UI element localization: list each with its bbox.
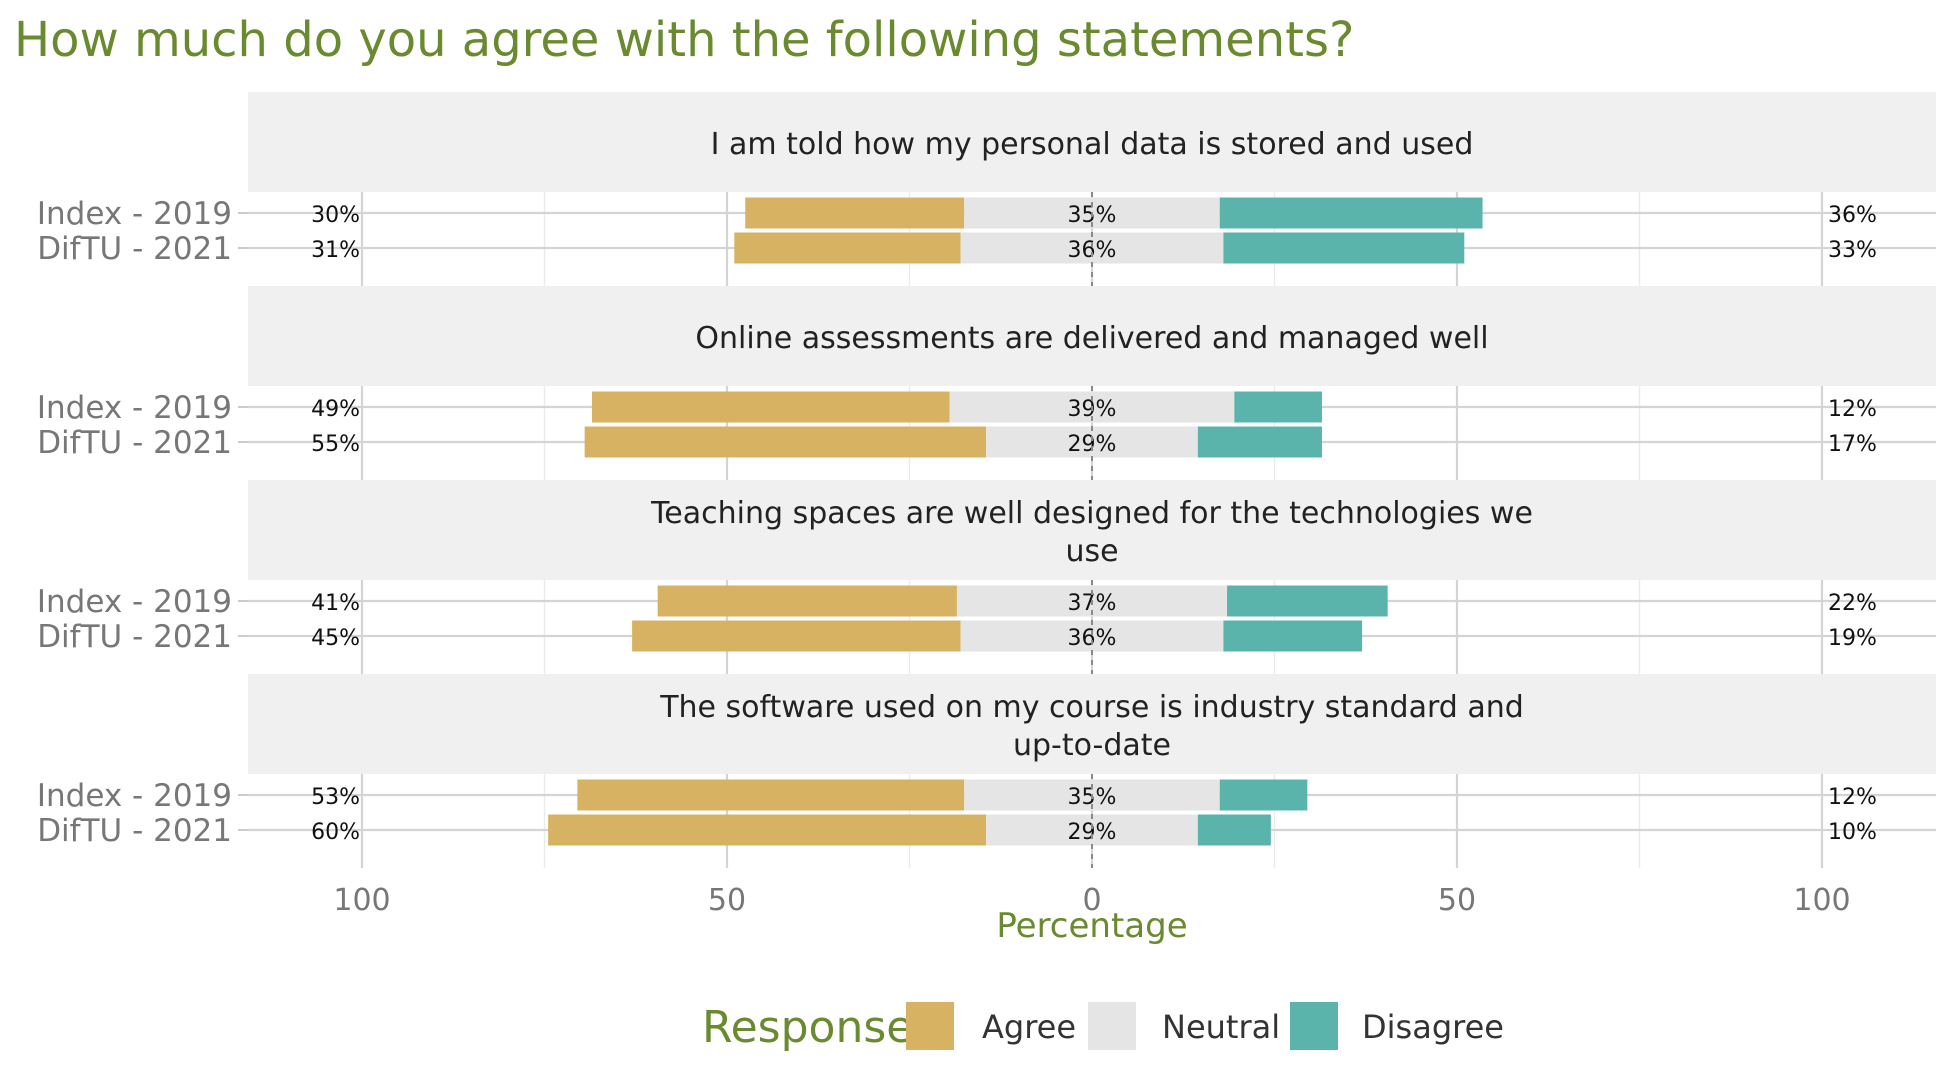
label-disagree: 17% — [1828, 432, 1877, 457]
bar-agree — [577, 779, 965, 811]
label-disagree: 10% — [1828, 820, 1877, 845]
facet-statement: up-to-date — [1013, 728, 1171, 763]
bar-agree — [591, 391, 950, 423]
bar-disagree — [1227, 585, 1388, 617]
bar-agree — [632, 620, 961, 652]
label-agree: 49% — [311, 397, 360, 422]
label-neutral: 36% — [1068, 238, 1117, 263]
bar-agree — [584, 426, 987, 458]
legend-key-agree — [906, 1002, 954, 1050]
bar-disagree — [1223, 620, 1363, 652]
facet-strip — [248, 480, 1936, 580]
facet-3: Teaching spaces are well designed for th… — [37, 480, 1936, 674]
bar-neutral — [960, 232, 1224, 264]
row-label: Index - 2019 — [37, 196, 232, 232]
facet-strip — [248, 286, 1936, 386]
facet-strip — [248, 92, 1936, 192]
x-tick-label: 100 — [1793, 883, 1850, 918]
row-label: Index - 2019 — [37, 390, 232, 426]
bar-disagree — [1197, 814, 1271, 846]
facet-statement: use — [1065, 534, 1118, 569]
x-axis: 100 50 0 50 100 — [333, 883, 1850, 918]
row-label: Index - 2019 — [37, 584, 232, 620]
facets: I am told how my personal data is stored… — [37, 92, 1936, 868]
x-tick-label: 50 — [708, 883, 746, 918]
x-tick-label: 0 — [1082, 883, 1101, 918]
label-agree: 31% — [311, 238, 360, 263]
row-label: DifTU - 2021 — [37, 231, 232, 267]
row-label: Index - 2019 — [37, 778, 232, 814]
label-agree: 53% — [311, 785, 360, 810]
row-label: DifTU - 2021 — [37, 425, 232, 461]
bar-agree — [734, 232, 961, 264]
facet-strip — [248, 674, 1936, 774]
chart-title: How much do you agree with the following… — [14, 12, 1354, 68]
label-agree: 45% — [311, 626, 360, 651]
legend-key-neutral — [1088, 1002, 1136, 1050]
x-tick-label: 50 — [1438, 883, 1476, 918]
bar-agree — [657, 585, 957, 617]
legend-label-neutral: Neutral — [1162, 1008, 1280, 1046]
label-neutral: 36% — [1068, 626, 1117, 651]
bar-disagree — [1223, 232, 1465, 264]
label-disagree: 22% — [1828, 591, 1877, 616]
bar-agree — [745, 197, 965, 229]
x-tick-label: 100 — [333, 883, 390, 918]
legend-label-disagree: Disagree — [1362, 1008, 1504, 1046]
label-disagree: 19% — [1828, 626, 1877, 651]
legend-key-disagree — [1290, 1002, 1338, 1050]
facet-statement: I am told how my personal data is stored… — [711, 127, 1474, 162]
label-disagree: 12% — [1828, 397, 1877, 422]
bar-neutral — [960, 620, 1224, 652]
label-agree: 55% — [311, 432, 360, 457]
label-agree: 30% — [311, 203, 360, 228]
row-label: DifTU - 2021 — [37, 619, 232, 655]
legend-title: Response — [702, 1002, 913, 1053]
facet-statement: Teaching spaces are well designed for th… — [650, 496, 1533, 531]
bar-agree — [548, 814, 987, 846]
bar-neutral — [986, 814, 1198, 846]
row-label: DifTU - 2021 — [37, 813, 232, 849]
bar-disagree — [1197, 426, 1322, 458]
legend: Response Agree Neutral Disagree — [702, 1002, 1504, 1053]
label-neutral: 29% — [1068, 432, 1117, 457]
facet-2: Online assessments are delivered and man… — [37, 286, 1936, 480]
label-agree: 60% — [311, 820, 360, 845]
label-disagree: 12% — [1828, 785, 1877, 810]
x-axis-title: Percentage — [996, 906, 1187, 946]
label-disagree: 36% — [1828, 203, 1877, 228]
facet-statement: Online assessments are delivered and man… — [695, 321, 1488, 356]
bar-neutral — [986, 426, 1198, 458]
facet-statement: The software used on my course is indust… — [659, 690, 1524, 725]
bar-disagree — [1219, 197, 1483, 229]
bar-disagree — [1234, 391, 1322, 423]
legend-label-agree: Agree — [982, 1008, 1076, 1046]
label-neutral: 29% — [1068, 820, 1117, 845]
label-disagree: 33% — [1828, 238, 1877, 263]
facet-4: The software used on my course is indust… — [37, 674, 1936, 868]
bar-disagree — [1219, 779, 1308, 811]
label-agree: 41% — [311, 591, 360, 616]
facet-1: I am told how my personal data is stored… — [37, 92, 1936, 286]
